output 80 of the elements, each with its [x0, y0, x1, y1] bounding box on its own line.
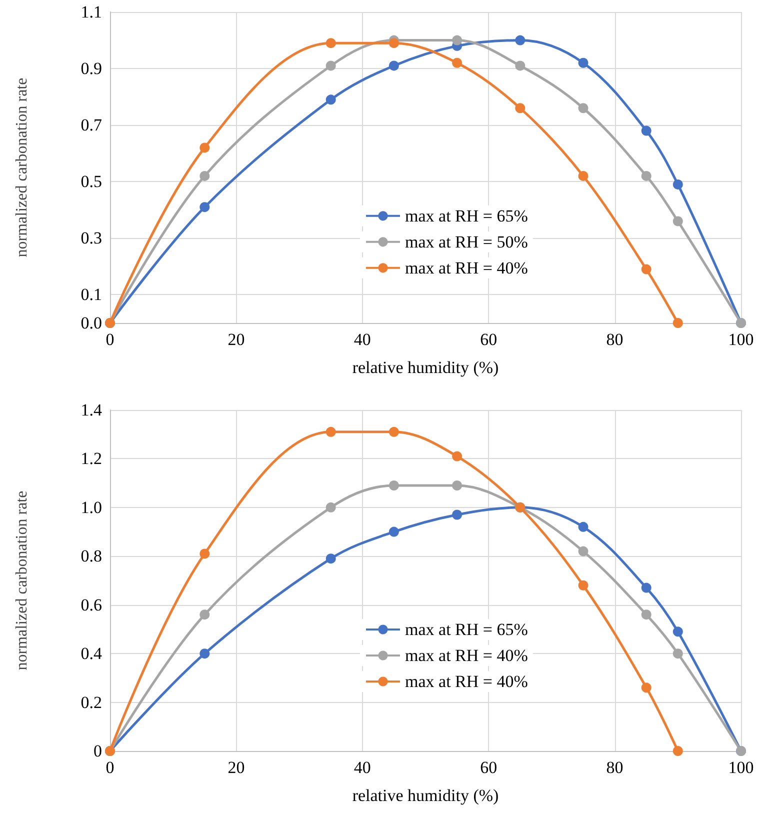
point — [388, 426, 399, 437]
point — [388, 38, 399, 48]
point — [578, 522, 588, 532]
point — [200, 610, 210, 620]
x-tick-label: 100 — [728, 758, 754, 777]
y-tick-label: 0.2 — [80, 692, 102, 712]
point — [641, 264, 652, 274]
x-tick-label: 80 — [606, 330, 624, 349]
point — [200, 648, 210, 659]
y-axis-title: normalized carbonation rate — [14, 78, 30, 258]
x-tick-label: 100 — [728, 330, 754, 349]
y-tick-label: 0.5 — [80, 172, 102, 192]
legend-label: max at RH = 65% — [405, 620, 528, 639]
point — [326, 426, 336, 437]
x-axis-title: relative humidity (%) — [352, 786, 499, 805]
point — [672, 216, 683, 226]
x-tick-label: 20 — [228, 758, 245, 777]
y-tick-label: 0.3 — [80, 228, 102, 248]
point — [326, 60, 336, 71]
x-tick-label: 80 — [606, 758, 624, 777]
point — [641, 170, 652, 181]
y-tick-label: 0.8 — [80, 546, 102, 566]
legend-label: max at RH = 40% — [405, 646, 528, 665]
point — [641, 582, 652, 593]
y-tick-label: 0.1 — [80, 285, 102, 304]
point — [578, 103, 588, 114]
y-tick-label: 0.6 — [80, 595, 102, 614]
legend-label: max at RH = 50% — [405, 232, 528, 252]
y-axis-title: normalized carbonation rate — [14, 490, 30, 670]
legend-label: max at RH = 40% — [405, 672, 528, 691]
legend-label: max at RH = 65% — [405, 206, 528, 226]
point — [452, 480, 462, 491]
y-tick-label: 1.0 — [80, 498, 102, 517]
point — [578, 170, 588, 181]
x-tick-label: 0 — [106, 330, 114, 349]
point — [388, 60, 399, 71]
y-tick-label: 1.2 — [80, 449, 102, 468]
x-tick-label: 0 — [106, 758, 114, 777]
point — [578, 58, 588, 68]
y-tick-label: 0.4 — [80, 644, 102, 664]
y-tick-label: 0.0 — [80, 314, 102, 332]
point — [388, 480, 399, 491]
point — [641, 610, 652, 620]
point — [578, 580, 588, 590]
point — [326, 38, 336, 48]
point — [452, 451, 462, 462]
x-tick-label: 40 — [354, 758, 371, 777]
point — [672, 179, 683, 190]
point — [326, 554, 336, 564]
point — [326, 502, 336, 512]
point — [200, 142, 210, 153]
point — [200, 548, 210, 559]
point — [515, 60, 526, 71]
point — [672, 648, 683, 659]
point — [672, 318, 683, 328]
point — [672, 626, 683, 637]
legend-label: max at RH = 40% — [405, 258, 528, 278]
y-tick-label: 0.7 — [80, 116, 102, 135]
point — [641, 682, 652, 693]
y-tick-label: 1.1 — [80, 2, 102, 22]
y-tick-label: 1.4 — [80, 400, 102, 420]
point — [515, 35, 526, 46]
x-tick-label: 20 — [228, 330, 245, 349]
point — [578, 546, 588, 556]
point — [200, 170, 210, 181]
point — [388, 526, 399, 537]
point — [452, 35, 462, 46]
y-tick-label: 0.9 — [80, 59, 102, 78]
x-tick-label: 60 — [480, 330, 498, 349]
x-axis-title: relative humidity (%) — [352, 358, 499, 377]
point — [515, 103, 526, 114]
x-tick-label: 60 — [480, 758, 498, 777]
point — [452, 58, 462, 68]
point — [326, 94, 336, 105]
point — [200, 202, 210, 212]
point — [672, 746, 683, 756]
x-tick-label: 40 — [354, 330, 371, 349]
point — [641, 126, 652, 136]
y-tick-label: 0 — [94, 742, 102, 760]
point — [452, 510, 462, 520]
